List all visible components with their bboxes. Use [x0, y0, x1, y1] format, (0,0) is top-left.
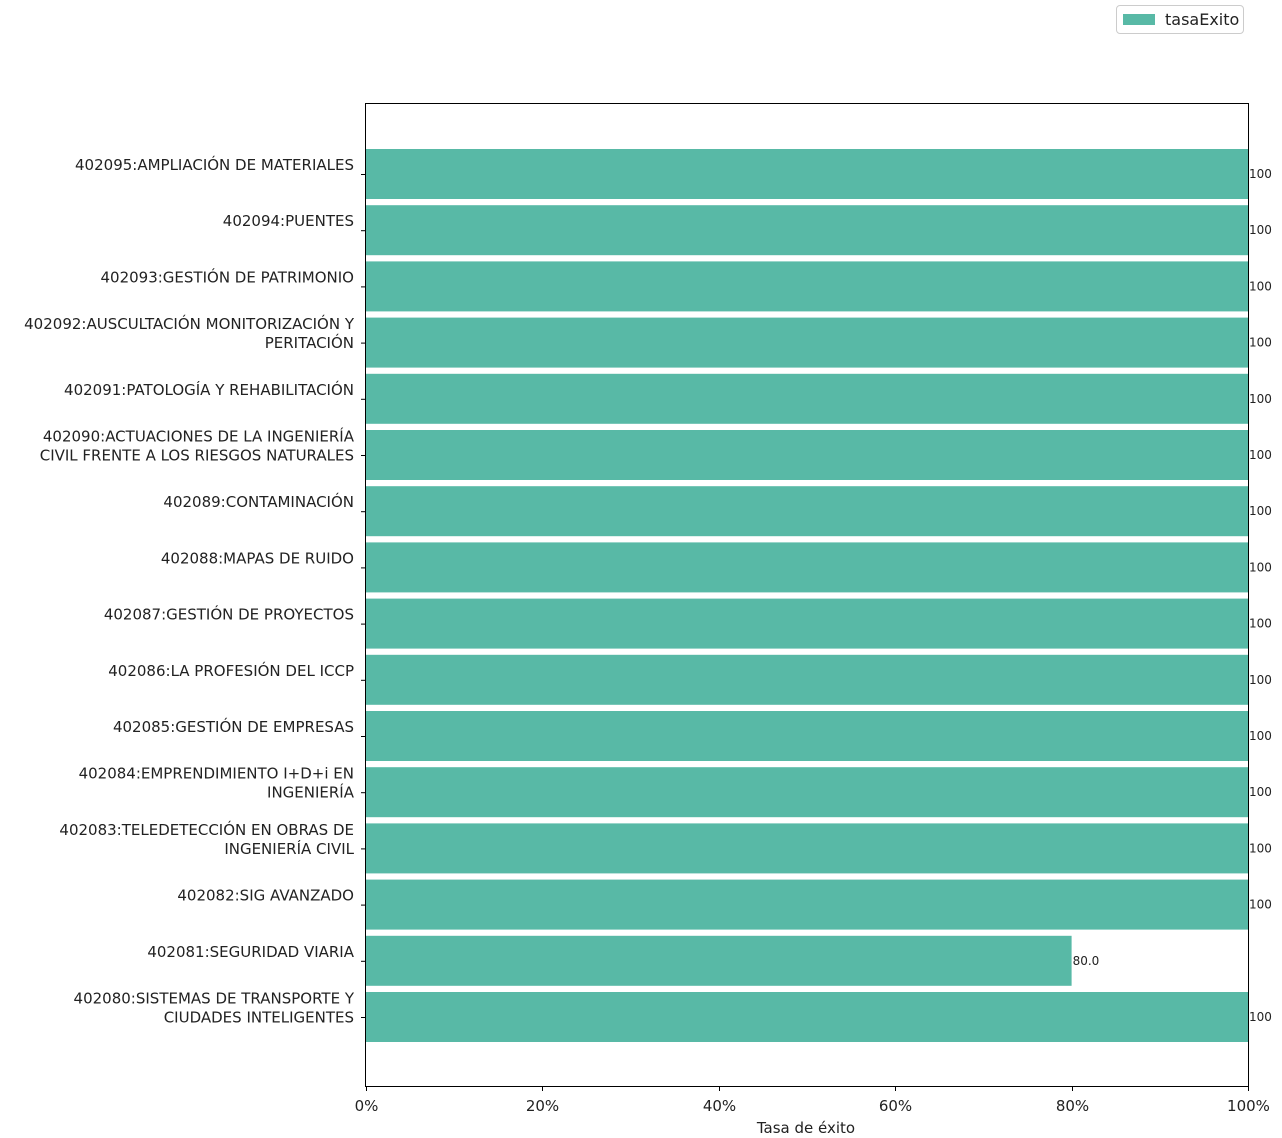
bar [366, 992, 1248, 1042]
legend-label: tasaExito [1165, 10, 1240, 29]
category-label: 402081:SEGURIDAD VIARIA [147, 943, 354, 961]
category-label: 402091:PATOLOGÍA Y REHABILITACIÓN [64, 380, 354, 399]
category-label: 402084:EMPRENDIMIENTO I+D+i EN [79, 765, 354, 783]
value-label: 100 [1249, 1010, 1272, 1024]
bar [366, 823, 1248, 874]
bar [366, 261, 1248, 312]
category-label: 402080:SISTEMAS DE TRANSPORTE Y [74, 990, 355, 1008]
category-label: 402095:AMPLIACIÓN DE MATERIALES [75, 155, 354, 174]
category-label: 402092:AUSCULTACIÓN MONITORIZACIÓN Y [24, 314, 355, 333]
category-label: CIUDADES INTELIGENTES [164, 1009, 354, 1027]
bar [366, 317, 1248, 368]
bar [366, 430, 1248, 480]
category-label: 402093:GESTIÓN DE PATRIMONIO [100, 267, 354, 286]
category-label: 402087:GESTIÓN DE PROYECTOS [104, 605, 354, 624]
value-label: 100 [1249, 841, 1272, 855]
value-label: 100 [1249, 167, 1272, 181]
legend: tasaExito [1116, 5, 1244, 34]
value-label: 100 [1249, 898, 1272, 912]
category-label: 402086:LA PROFESIÓN DEL ICCP [108, 661, 354, 680]
value-label: 100 [1249, 504, 1272, 518]
category-label: CIVIL FRENTE A LOS RIESGOS NATURALES [40, 447, 354, 465]
value-label: 100 [1249, 392, 1272, 406]
bar [366, 486, 1248, 537]
category-label: 402090:ACTUACIONES DE LA INGENIERÍA [43, 427, 355, 446]
x-tick-label: 40% [703, 1097, 736, 1115]
value-label: 100 [1249, 560, 1272, 574]
value-label: 100 [1249, 448, 1272, 462]
bar [366, 373, 1248, 424]
x-tick-label: 100% [1227, 1097, 1270, 1115]
bar [366, 149, 1248, 199]
bar [366, 879, 1248, 930]
category-label: 402094:PUENTES [223, 212, 354, 230]
value-label: 100 [1249, 673, 1272, 687]
x-tick-label: 20% [526, 1097, 559, 1115]
category-label: INGENIERÍA [267, 783, 355, 802]
bar [366, 767, 1248, 818]
value-label: 100 [1249, 223, 1272, 237]
value-label: 100 [1249, 729, 1272, 743]
plot-frame [365, 103, 1249, 1087]
value-label: 100 [1249, 279, 1272, 293]
bar [366, 598, 1248, 649]
bars-group [366, 149, 1248, 1042]
category-label: 402088:MAPAS DE RUIDO [161, 549, 354, 567]
bar [366, 935, 1072, 986]
category-label: 402089:CONTAMINACIÓN [163, 492, 354, 511]
value-label: 100 [1249, 785, 1272, 799]
y-axis: 402095:AMPLIACIÓN DE MATERIALES 402094:PU… [24, 155, 366, 1027]
category-label: 402083:TELEDETECCIÓN EN OBRAS DE [59, 820, 354, 839]
value-label: 80.0 [1073, 954, 1100, 968]
x-axis: 0% 20% 40% 60% 80% 100% [355, 1086, 1270, 1115]
value-labels-group: 100 100 100 100 100 100 100 100 100 100 100 100 100 1… [1073, 167, 1272, 1024]
category-label: 402085:GESTIÓN DE EMPRESAS [113, 717, 354, 736]
category-label: 402082:SIG AVANZADO [177, 887, 354, 905]
bar [366, 542, 1248, 593]
value-label: 100 [1249, 336, 1272, 350]
bar [366, 711, 1248, 761]
x-axis-title: Tasa de éxito [756, 1119, 855, 1137]
x-tick-label: 80% [1056, 1097, 1089, 1115]
value-label: 100 [1249, 617, 1272, 631]
category-label: PERITACIÓN [265, 333, 354, 352]
x-tick-label: 0% [355, 1097, 379, 1115]
category-label: INGENIERÍA CIVIL [224, 839, 354, 858]
bar [366, 654, 1248, 705]
bar [366, 205, 1248, 256]
x-tick-label: 60% [879, 1097, 912, 1115]
legend-swatch [1123, 14, 1155, 25]
